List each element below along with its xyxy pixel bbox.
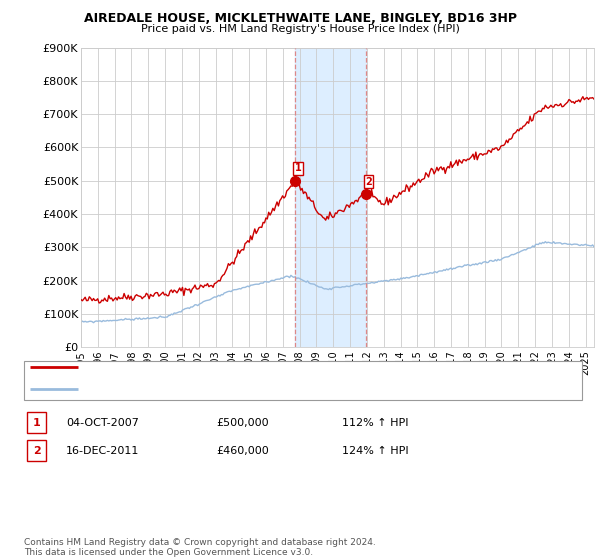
Text: 1: 1 bbox=[33, 418, 40, 428]
Text: £500,000: £500,000 bbox=[216, 418, 269, 428]
Text: AIREDALE HOUSE, MICKLETHWAITE LANE, BINGLEY, BD16 3HP (detached house): AIREDALE HOUSE, MICKLETHWAITE LANE, BING… bbox=[84, 362, 502, 372]
Text: 112% ↑ HPI: 112% ↑ HPI bbox=[342, 418, 409, 428]
Text: 2: 2 bbox=[365, 177, 372, 186]
Text: Contains HM Land Registry data © Crown copyright and database right 2024.
This d: Contains HM Land Registry data © Crown c… bbox=[24, 538, 376, 557]
Text: Price paid vs. HM Land Registry's House Price Index (HPI): Price paid vs. HM Land Registry's House … bbox=[140, 24, 460, 34]
Bar bbox=[295, 48, 366, 347]
Text: 16-DEC-2011: 16-DEC-2011 bbox=[66, 446, 139, 456]
Text: 1: 1 bbox=[295, 164, 301, 174]
Text: 124% ↑ HPI: 124% ↑ HPI bbox=[342, 446, 409, 456]
Text: £460,000: £460,000 bbox=[216, 446, 269, 456]
Text: AIREDALE HOUSE, MICKLETHWAITE LANE, BINGLEY, BD16 3HP: AIREDALE HOUSE, MICKLETHWAITE LANE, BING… bbox=[83, 12, 517, 25]
Text: 04-OCT-2007: 04-OCT-2007 bbox=[66, 418, 139, 428]
Text: HPI: Average price, detached house, Bradford: HPI: Average price, detached house, Brad… bbox=[84, 384, 322, 394]
Text: 2: 2 bbox=[33, 446, 40, 456]
